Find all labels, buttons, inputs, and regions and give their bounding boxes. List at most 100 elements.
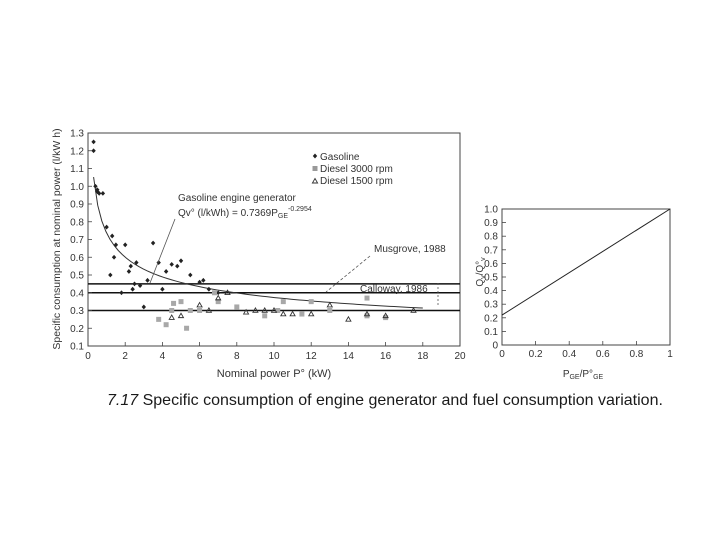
right-y-tick-label: 0.1 — [484, 327, 498, 338]
musgrove-annotation: Musgrove, 1988 — [374, 244, 446, 255]
right-ylabel-main: Q — [475, 279, 486, 287]
legend-diamond-marker — [312, 153, 318, 159]
y-tick-label: 1.0 — [70, 182, 84, 193]
gasoline-point — [130, 286, 135, 292]
x-tick-label: 10 — [268, 351, 280, 362]
y-tick-label: 0.9 — [70, 200, 84, 211]
variation-line — [501, 208, 671, 316]
figure-canvas: 0.10.20.30.40.50.60.70.80.91.01.11.21.3 … — [51, 128, 673, 380]
x-tick-label: 8 — [234, 351, 240, 362]
diesel-1500-point — [196, 301, 203, 308]
fit-equation-sub: GE — [278, 213, 288, 220]
caption-number: 7.17 — [107, 392, 139, 409]
right-xlabel-mid: /P° — [580, 369, 593, 380]
left-x-axis-label: Nominal power P° (kW) — [217, 368, 331, 380]
gasoline-point — [113, 242, 119, 248]
calloway-annotation: Calloway, 1986 — [360, 284, 428, 295]
diesel-3000-point — [234, 304, 240, 310]
right-x-tick-label: 0 — [499, 349, 505, 360]
gasoline-point — [169, 261, 174, 267]
gasoline-point — [96, 190, 102, 196]
y-tick-label: 0.3 — [70, 306, 84, 317]
diesel-3000-point — [262, 313, 268, 319]
gasoline-point — [163, 269, 169, 274]
x-tick-label: 12 — [306, 351, 318, 362]
gasoline-point — [132, 281, 137, 287]
right-y-tick-label: 0.2 — [484, 313, 498, 324]
diesel-3000-point — [178, 299, 184, 305]
y-tick-label: 0.8 — [70, 217, 84, 228]
right-x-tick-label: 0.6 — [596, 349, 610, 360]
diesel-1500-point — [307, 310, 315, 317]
legend: Gasoline Diesel 3000 rpm Diesel 1500 rpm — [311, 152, 393, 187]
x-tick-label: 16 — [380, 351, 392, 362]
legend-label-diesel-3000: Diesel 3000 rpm — [320, 164, 393, 175]
y-tick-label: 0.4 — [70, 288, 84, 299]
x-tick-label: 0 — [85, 351, 91, 362]
data-points — [91, 139, 417, 331]
gasoline-point — [134, 260, 139, 265]
gasoline-point — [126, 269, 132, 274]
right-y-axis-label: Qv/Q°v — [475, 257, 487, 287]
diesel-3000-point — [280, 299, 286, 305]
diesel-1500-point — [382, 312, 389, 319]
left-y-axis-label: Specific consumption at nominal power (l… — [51, 128, 63, 349]
gasoline-point — [141, 304, 146, 310]
fit-equation-main: Qv° (l/kWh) = 0.7369P — [178, 208, 278, 219]
diesel-3000-point — [364, 295, 370, 301]
diesel-3000-point — [308, 299, 314, 305]
diesel-3000-point — [187, 308, 193, 313]
right-y-tick-label: 0.3 — [484, 300, 498, 311]
right-y-tick-label: 1.0 — [484, 205, 498, 216]
diesel-1500-point — [242, 308, 250, 315]
caption-text: Specific consumption of engine generator… — [142, 392, 663, 409]
x-axis-ticks: 0 2 4 6 8 10 12 14 16 18 20 — [85, 342, 466, 362]
fit-equation-sup: -0.2954 — [288, 206, 312, 213]
y-tick-label: 1.1 — [70, 164, 84, 175]
gasoline-point — [100, 190, 106, 196]
diesel-3000-point — [211, 290, 217, 296]
gasoline-point — [111, 254, 117, 260]
fit-annotation-title: Gasoline engine generator — [178, 193, 297, 204]
x-tick-label: 20 — [454, 351, 466, 362]
diesel-1500-point — [205, 306, 213, 313]
right-y-tick-label: 0.6 — [484, 259, 498, 270]
x-tick-label: 2 — [122, 351, 128, 362]
diesel-1500-point — [224, 289, 231, 295]
right-x-tick-label: 0.2 — [529, 349, 543, 360]
variation-line-path — [501, 208, 671, 316]
diesel-3000-point — [163, 322, 169, 328]
gasoline-point — [197, 279, 202, 285]
y-tick-label: 1.2 — [70, 146, 84, 157]
x-tick-label: 18 — [417, 351, 429, 362]
gasoline-point — [150, 240, 156, 246]
y-tick-label: 0.6 — [70, 253, 84, 264]
right-y-tick-label: 0.8 — [484, 232, 498, 243]
gasoline-point — [104, 224, 109, 230]
musgrove-pointer — [325, 255, 371, 293]
legend-label-diesel-1500: Diesel 1500 rpm — [320, 176, 393, 187]
diesel-1500-point — [261, 306, 268, 313]
gasoline-point — [91, 148, 96, 154]
gasoline-point — [137, 283, 143, 289]
legend-square-marker — [312, 166, 318, 171]
right-ylabel-mid: /Q° — [475, 261, 486, 276]
diesel-3000-point — [275, 308, 281, 313]
gasoline-point — [178, 258, 184, 264]
gasoline-point — [206, 286, 212, 292]
gasoline-point — [123, 242, 128, 248]
gasoline-point — [188, 272, 193, 278]
diesel-1500-point — [410, 306, 417, 313]
y-tick-label: 0.5 — [70, 271, 84, 282]
x-tick-label: 14 — [343, 351, 355, 362]
diesel-1500-point — [363, 310, 371, 317]
y-tick-label: 1.3 — [70, 129, 84, 140]
gasoline-point — [145, 277, 150, 283]
diesel-1500-point — [177, 312, 185, 319]
right-xlabel-main: P — [563, 369, 570, 380]
right-y-tick-label: 0 — [492, 341, 498, 352]
right-y-tick-label: 0.7 — [484, 245, 498, 256]
diesel-3000-point — [215, 299, 221, 305]
right-y-tick-label: 0.4 — [484, 286, 498, 297]
diesel-3000-point — [327, 308, 333, 313]
